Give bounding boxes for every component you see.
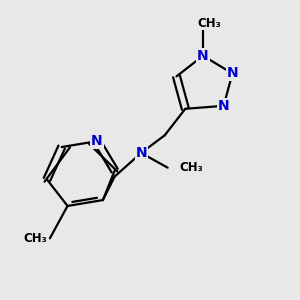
Text: N: N [135, 146, 147, 160]
Text: CH₃: CH₃ [197, 17, 221, 30]
Text: N: N [197, 49, 209, 63]
Text: CH₃: CH₃ [179, 161, 203, 174]
Text: N: N [226, 66, 238, 80]
Text: CH₃: CH₃ [23, 232, 47, 245]
Text: N: N [218, 99, 230, 113]
Text: N: N [91, 134, 103, 148]
